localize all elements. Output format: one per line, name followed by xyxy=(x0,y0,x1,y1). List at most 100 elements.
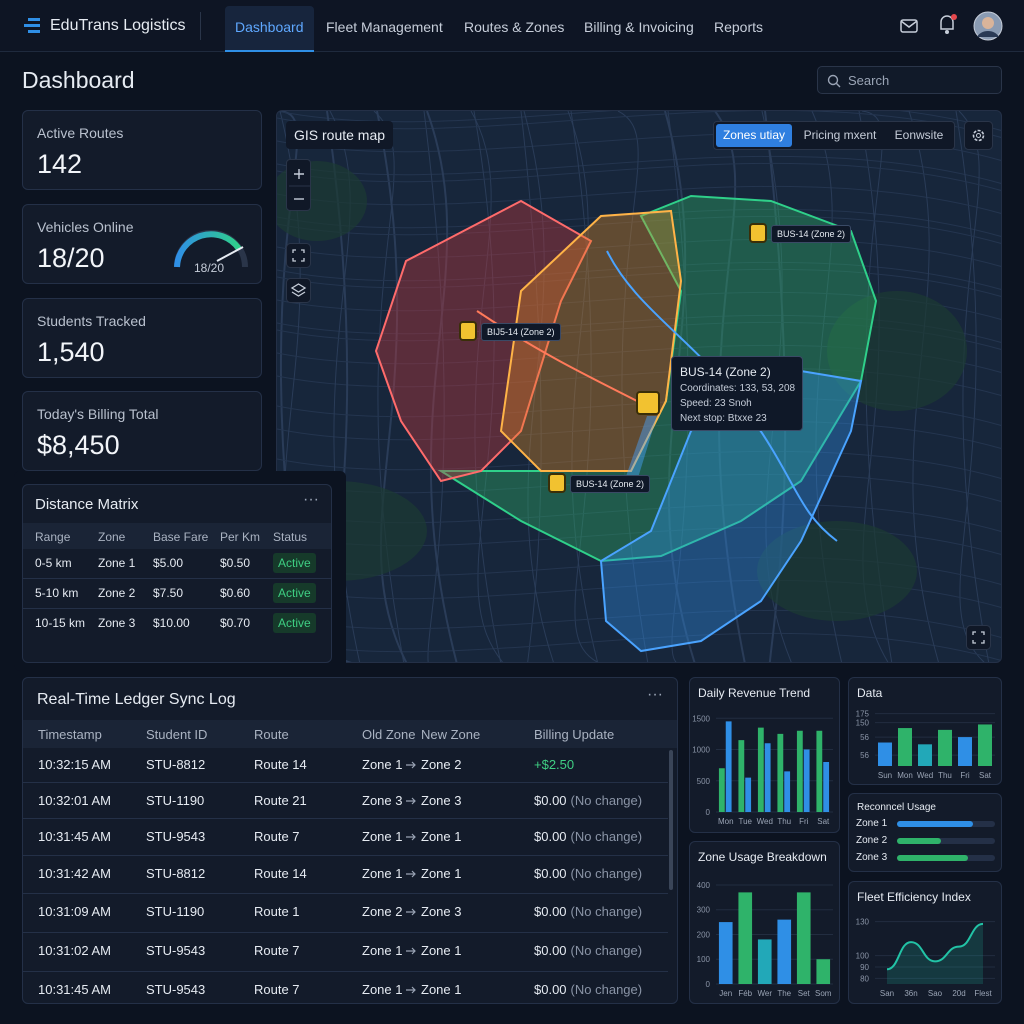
status-badge: Active xyxy=(273,553,316,573)
bar xyxy=(816,730,823,812)
billing-update: $0.00 (No change) xyxy=(534,793,642,808)
table-cell: STU-1190 xyxy=(146,793,205,808)
table-cell: 0-5 km xyxy=(35,556,72,570)
table-cell: 10:31:42 AM xyxy=(38,866,111,881)
road xyxy=(667,111,689,662)
mail-icon[interactable] xyxy=(899,16,919,36)
scrollbar[interactable] xyxy=(669,750,673,890)
fleet-efficiency-card: Fleet Efficiency Index 80 90 100 130 San 36n S… xyxy=(848,881,1002,1004)
bar xyxy=(816,959,831,984)
map-settings[interactable] xyxy=(964,121,993,150)
progress-track xyxy=(897,838,995,844)
table-cell: Zone 1 xyxy=(421,982,462,997)
bus-icon[interactable] xyxy=(548,473,566,493)
bar xyxy=(938,729,952,766)
gauge-arc xyxy=(174,231,242,268)
y-tick-label: 100 xyxy=(856,952,870,961)
y-tick-label: 130 xyxy=(856,918,870,927)
map[interactable] xyxy=(277,111,1002,663)
table-cell: Zone 1 xyxy=(421,829,462,844)
kpi-value: 142 xyxy=(37,149,83,179)
table-cell: 10-15 km xyxy=(35,616,86,630)
road xyxy=(470,111,502,662)
column-header: Status xyxy=(273,530,308,544)
map-tab[interactable]: Zones utiay xyxy=(716,124,792,147)
column-header: Student ID xyxy=(146,727,208,742)
nav-item[interactable]: Fleet Management xyxy=(326,19,443,35)
bus-label: BUS-14 (Zone 2) xyxy=(771,225,852,243)
row-label: Zone 2 xyxy=(856,835,888,846)
table-cell: $0.60 xyxy=(220,586,251,600)
bar xyxy=(803,749,810,812)
bar xyxy=(757,727,764,812)
zoom-controls[interactable] xyxy=(286,159,311,211)
bus-icon[interactable] xyxy=(459,321,477,341)
note: (No change) xyxy=(570,943,643,958)
x-tick-label: Thu xyxy=(938,771,952,780)
billing-update: $0.00 (No change) xyxy=(534,904,642,919)
x-tick-label: Mon xyxy=(897,771,913,780)
row-divider xyxy=(23,818,668,819)
bus-icon[interactable] xyxy=(749,223,767,243)
bar xyxy=(718,768,725,812)
resource-usage-card: Reconncel Usage Zone 1 Zone 2 Zone 3 xyxy=(848,793,1002,872)
column-header: Range xyxy=(35,530,71,544)
more-menu[interactable]: ··· xyxy=(303,491,319,508)
row-divider xyxy=(23,893,668,894)
billing-update: $0.00 (No change) xyxy=(534,943,642,958)
arrow-icon xyxy=(406,908,416,916)
column-header: Per Km xyxy=(220,530,261,544)
map-expand[interactable] xyxy=(966,625,991,650)
search-box[interactable]: Search xyxy=(817,66,1002,94)
map-tab[interactable]: Eonwsite xyxy=(894,128,944,142)
amount: +$2.50 xyxy=(534,757,575,772)
kpi-value: $8,450 xyxy=(37,430,120,460)
y-tick-label: 175 xyxy=(856,710,870,719)
y-tick-label: 90 xyxy=(860,963,869,972)
nav-item[interactable]: Routes & Zones xyxy=(464,19,565,35)
more-menu[interactable]: ··· xyxy=(647,686,663,703)
table-cell: $5.00 xyxy=(153,556,184,570)
map-tabs: Zones utiay Pricing mxent Eonwsite xyxy=(713,121,955,150)
gauge-label: 18/20 xyxy=(194,261,224,275)
note: (No change) xyxy=(570,982,643,997)
column-header: Base Fare xyxy=(153,530,209,544)
notification-icon[interactable] xyxy=(936,12,958,36)
nav-item[interactable]: Dashboard xyxy=(225,6,314,52)
table-cell: Zone 1 xyxy=(98,556,136,570)
table-cell: Route 14 xyxy=(254,757,307,772)
road xyxy=(277,450,1001,479)
bus-icon[interactable] xyxy=(636,391,660,415)
table-cell: STU-1190 xyxy=(146,904,205,919)
fullscreen-button[interactable] xyxy=(286,243,311,268)
table-cell: STU-8812 xyxy=(146,866,206,881)
table-cell: STU-8812 xyxy=(146,757,206,772)
map-tab[interactable]: Pricing mxent xyxy=(803,128,877,142)
nav-item[interactable]: Reports xyxy=(714,19,764,35)
bar xyxy=(796,892,811,984)
bar xyxy=(878,742,892,766)
table-cell: 10:32:01 AM xyxy=(38,793,111,808)
table-cell: 10:31:45 AM xyxy=(38,829,111,844)
nav-item[interactable]: Billing & Invoicing xyxy=(584,19,694,35)
bar xyxy=(796,730,803,812)
tooltip-line: Coordinates: 133, 53, 208 xyxy=(680,383,796,394)
table-cell: Zone 2 xyxy=(421,757,462,772)
layers-button[interactable] xyxy=(286,278,311,303)
table-cell: Zone 3 xyxy=(421,793,462,808)
chart-title: Daily Revenue Trend xyxy=(698,686,811,700)
gauge-needle xyxy=(216,246,244,262)
y-tick-label: 1000 xyxy=(692,746,710,755)
row-divider xyxy=(23,855,668,856)
map-panel[interactable]: GIS route map Zones utiay Pricing mxent Eo… xyxy=(276,110,1002,663)
row-divider xyxy=(23,782,668,783)
status-badge: Active xyxy=(273,613,316,633)
kpi-card: Students Tracked 1,540 xyxy=(22,298,262,378)
bar xyxy=(823,762,830,812)
road xyxy=(277,609,1001,638)
table-cell: $0.50 xyxy=(220,556,251,570)
column-header: Zone xyxy=(98,530,126,544)
avatar[interactable] xyxy=(973,11,1003,41)
kpi-label: Today's Billing Total xyxy=(37,406,159,422)
